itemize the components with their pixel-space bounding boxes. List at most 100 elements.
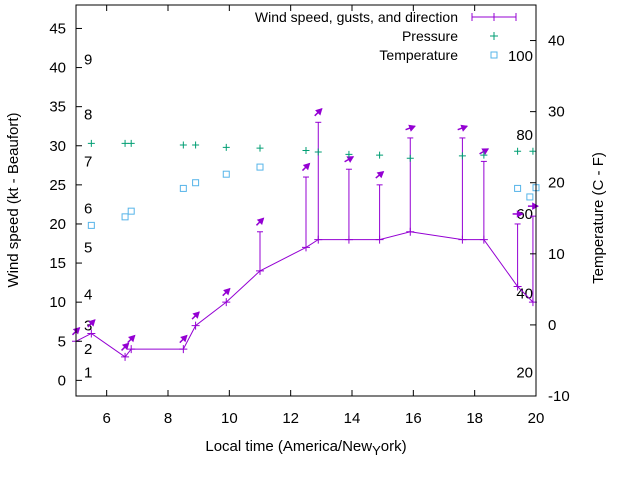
pressure-point-3 [127,139,135,147]
x-axis-label-part-3: ork) [381,438,407,455]
temperature-point-1 [87,221,95,229]
wind-point-4 [127,345,136,354]
beaufort-label-4: 4 [84,286,92,303]
wind-point-7 [222,298,231,307]
fahrenheit-label-3: 60 [516,206,533,223]
wind-arrow-head-17 [532,202,539,210]
legend-swatch-temperature [490,51,498,59]
beaufort-label-5: 5 [84,239,92,256]
x-tick-label-2: 8 [164,410,172,427]
y2-axis-label: Temperature (C - F) [590,152,607,284]
pressure-point-4 [179,141,187,149]
y-tick-label-6: 25 [49,177,66,194]
wind-arrow-head-4 [128,334,136,343]
y2-tick-label-5: 30 [548,104,565,121]
pressure-point-8 [302,146,310,154]
y-tick-label-2: 5 [58,333,66,350]
wind-arrow-head-11 [346,156,355,163]
y2-tick-label-2: 0 [548,317,556,334]
y-tick-label-10: 45 [49,20,66,37]
x-axis-label: Local time (America/NewYork) [205,438,406,458]
axes: 6 8 10 12 14 16 18 20051015202530354045-1001020… [49,4,570,427]
x-tick-label-5: 14 [344,410,361,427]
pressure-point-11 [376,151,384,159]
beaufort-label-8: 8 [84,106,92,123]
y-tick-label-4: 15 [49,255,66,272]
temperature-point-9 [526,193,534,201]
beaufort-label-9: 9 [84,52,92,69]
x-tick-label-1: 6 [102,410,110,427]
temperature-point-7 [256,163,264,171]
fahrenheit-label-1: 20 [516,365,533,382]
x-tick-label-4: 12 [282,410,299,427]
wind-point-3 [121,352,130,361]
wind-arrow-head-3 [121,342,130,351]
wind-arrow-head-5 [180,334,188,343]
temperature-point-4 [179,184,187,192]
pressure-point-2 [121,139,129,147]
wind-arrow-head-13 [408,124,416,132]
legend-label-temperature: Temperature [379,47,458,63]
pressure-point-12 [406,154,414,162]
wind-arrow-head-7 [223,287,231,296]
temperature-point-8 [514,184,522,192]
beaufort-label-1: 1 [84,365,92,382]
legend-label-wind: Wind speed, gusts, and direction [255,9,458,25]
x-axis-label-part-2: Y [372,443,381,458]
fahrenheit-label-5: 100 [508,48,533,65]
beaufort-label-2: 2 [84,341,92,358]
wind-point-6 [191,321,200,330]
wind-arrow-head-12 [376,170,385,179]
legend-swatch-pressure [490,32,498,40]
pressure-point-5 [192,141,200,149]
x-tick-label-7: 18 [466,410,483,427]
y-axis-label: Wind speed (kt - Beaufort) [5,112,22,287]
legend-label-pressure: Pressure [402,28,458,44]
y-tick-label-3: 10 [49,294,66,311]
temperature-point-3 [127,207,135,215]
wind-arrow-head-10 [315,108,323,116]
plot-area [71,108,540,361]
y2-tick-label-4: 20 [548,175,565,192]
pressure-point-16 [529,147,537,155]
wind-arrow-head-8 [256,217,265,225]
x-tick-label-6: 16 [405,410,422,427]
pressure-point-7 [256,144,264,152]
y-tick-label-7: 30 [49,138,66,155]
y-tick-label-1: 0 [58,372,66,389]
temperature-point-2 [121,213,129,221]
x-tick-label-3: 10 [221,410,238,427]
wind-arrow-head-2 [88,319,96,327]
pressure-point-14 [480,151,488,159]
y-tick-label-9: 40 [49,60,66,77]
y2-tick-label-6: 40 [548,33,565,50]
temperature-point-5 [192,179,200,187]
wind-point-2 [87,329,96,338]
wind-arrow-head-16 [516,210,524,218]
pressure-point-10 [345,150,353,158]
beaufort-label-6: 6 [84,200,92,217]
beaufort-label-7: 7 [84,153,92,170]
pressure-point-1 [87,139,95,147]
y-tick-label-5: 20 [49,216,66,233]
y-tick-label-8: 35 [49,99,66,116]
pressure-point-13 [458,152,466,160]
legend: Wind speed, gusts, and direction Pressur… [255,9,517,63]
fahrenheit-label-4: 80 [516,127,533,144]
y2-tick-label-3: 10 [548,246,565,263]
y2-tick-label-1: -10 [548,388,570,405]
pressure-point-6 [222,143,230,151]
wind-arrow-head-6 [192,311,200,319]
plot-frame [75,4,537,397]
x-tick-label-8: 20 [528,410,545,427]
temperature-point-6 [222,170,230,178]
pressure-point-15 [514,147,522,155]
x-axis-label-part-1: Local time (America/New [205,438,372,455]
wind-point-5 [179,345,188,354]
pressure-point-9 [314,148,322,156]
wind-arrow-head-14 [460,124,469,132]
wind-arrow-head-15 [481,148,490,156]
wind-arrow-head-9 [302,162,311,171]
